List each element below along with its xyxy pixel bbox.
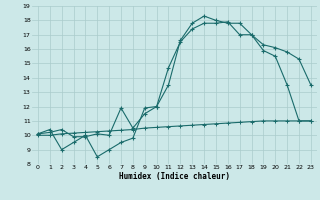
X-axis label: Humidex (Indice chaleur): Humidex (Indice chaleur) (119, 172, 230, 181)
